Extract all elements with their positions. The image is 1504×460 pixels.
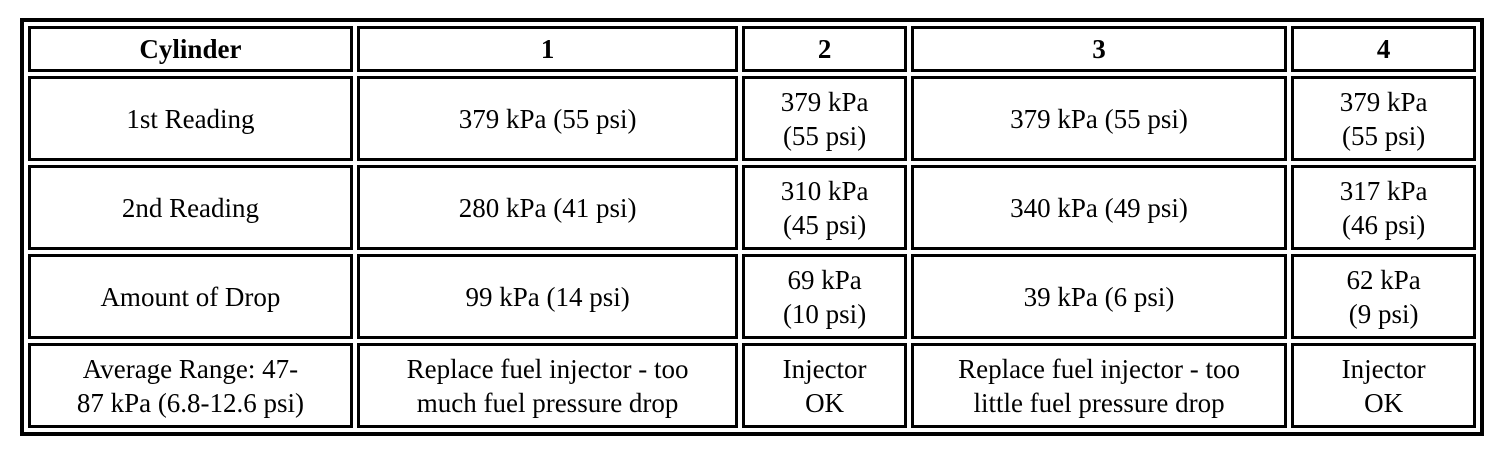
header-cell-cylinder-1: 1 — [356, 26, 739, 72]
cell-diagnosis-cyl2: Injector OK — [742, 343, 907, 428]
cell-diagnosis-cyl4: Injector OK — [1291, 343, 1476, 428]
cell-1st-reading-cyl3: 379 kPa (55 psi) — [910, 76, 1288, 161]
row-average-range: Average Range: 47- 87 kPa (6.8-12.6 psi)… — [28, 343, 1476, 428]
row-1st-reading: 1st Reading 379 kPa (55 psi) 379 kPa (55… — [28, 76, 1476, 161]
cell-amount-of-drop-cyl2: 69 kPa (10 psi) — [742, 254, 907, 339]
header-row: Cylinder 1 2 3 4 — [28, 26, 1476, 72]
cell-1st-reading-cyl2: 379 kPa (55 psi) — [742, 76, 907, 161]
cell-2nd-reading-cyl1: 280 kPa (41 psi) — [356, 165, 739, 250]
header-cell-cylinder: Cylinder — [28, 26, 353, 72]
cell-1st-reading-cyl4: 379 kPa (55 psi) — [1291, 76, 1476, 161]
row-label-amount-of-drop: Amount of Drop — [28, 254, 353, 339]
cell-amount-of-drop-cyl3: 39 kPa (6 psi) — [910, 254, 1288, 339]
cell-2nd-reading-cyl3: 340 kPa (49 psi) — [910, 165, 1288, 250]
header-cell-cylinder-4: 4 — [1291, 26, 1476, 72]
fuel-injector-pressure-drop-table: Cylinder 1 2 3 4 1st Reading 379 kPa (55… — [20, 18, 1484, 436]
cell-amount-of-drop-cyl4: 62 kPa (9 psi) — [1291, 254, 1476, 339]
cell-diagnosis-cyl3: Replace fuel injector - too little fuel … — [910, 343, 1288, 428]
row-label-1st-reading: 1st Reading — [28, 76, 353, 161]
header-cell-cylinder-2: 2 — [742, 26, 907, 72]
row-2nd-reading: 2nd Reading 280 kPa (41 psi) 310 kPa (45… — [28, 165, 1476, 250]
cell-2nd-reading-cyl4: 317 kPa (46 psi) — [1291, 165, 1476, 250]
row-label-average-range: Average Range: 47- 87 kPa (6.8-12.6 psi) — [28, 343, 353, 428]
header-cell-cylinder-3: 3 — [910, 26, 1288, 72]
row-label-2nd-reading: 2nd Reading — [28, 165, 353, 250]
cell-1st-reading-cyl1: 379 kPa (55 psi) — [356, 76, 739, 161]
cell-amount-of-drop-cyl1: 99 kPa (14 psi) — [356, 254, 739, 339]
row-amount-of-drop: Amount of Drop 99 kPa (14 psi) 69 kPa (1… — [28, 254, 1476, 339]
cell-diagnosis-cyl1: Replace fuel injector - too much fuel pr… — [356, 343, 739, 428]
cell-2nd-reading-cyl2: 310 kPa (45 psi) — [742, 165, 907, 250]
